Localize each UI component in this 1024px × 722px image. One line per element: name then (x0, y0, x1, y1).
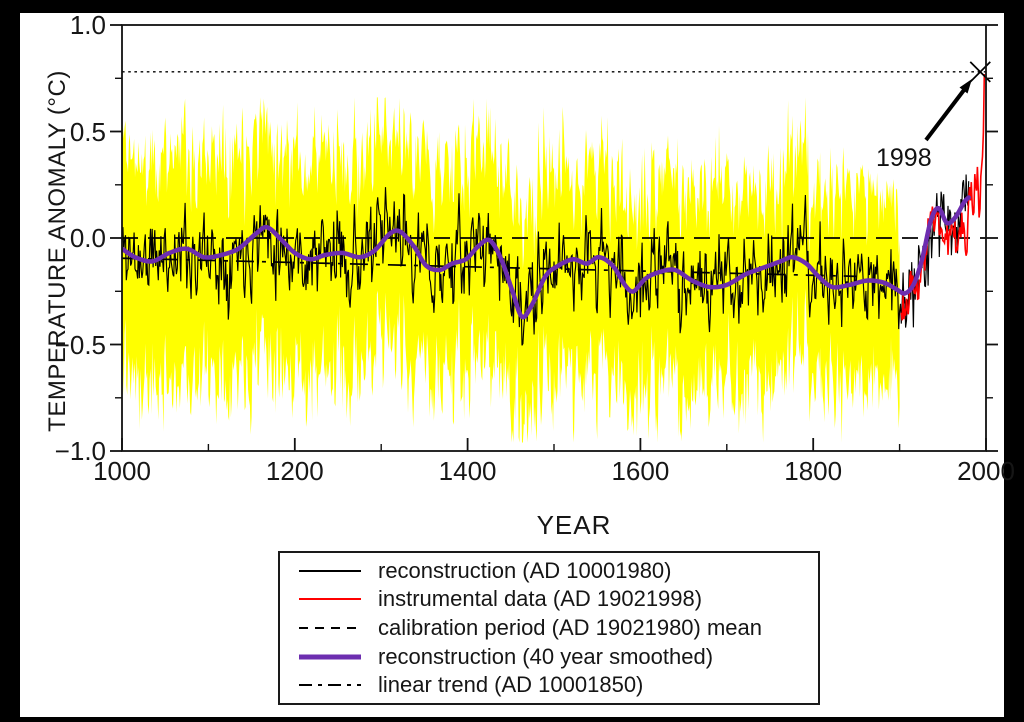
legend-item-label: reconstruction (AD 10001980) (378, 557, 672, 583)
x-tick-label: 2000 (957, 456, 1015, 486)
legend-item: calibration period (AD 19021980) mean (280, 615, 818, 641)
y-tick-label: 0.0 (69, 223, 106, 253)
x-tick-label: 1400 (438, 456, 497, 486)
legend-line-sample (299, 684, 361, 687)
legend-line-sample (299, 654, 361, 660)
x-tick-label: 1800 (784, 456, 843, 486)
legend-item: reconstruction (40 year smoothed) (280, 644, 818, 670)
legend-line-sample (299, 626, 361, 629)
legend-item: instrumental data (AD 19021998) (280, 586, 818, 612)
x-tick-label: 1000 (93, 456, 151, 486)
legend-item-label: linear trend (AD 10001850) (378, 672, 644, 698)
x-tick-label: 1200 (265, 456, 324, 486)
annotation-1998-label: 1998 (876, 144, 932, 172)
plot-panel: TEMPERATURE ANOMALY (°C) YEAR 1998 recon… (20, 10, 1015, 717)
legend: reconstruction (AD 10001980) instrumental… (278, 551, 820, 705)
legend-item: reconstruction (AD 10001980) (280, 558, 818, 584)
x-axis-title: YEAR (536, 510, 612, 540)
y-tick-label: −0.5 (54, 329, 106, 360)
x-tick-label: 1600 (611, 456, 670, 486)
legend-item-label: reconstruction (40 year smoothed) (378, 643, 714, 669)
legend-item-label: instrumental data (AD 19021998) (378, 586, 703, 612)
y-tick-label: −1.0 (54, 436, 106, 466)
y-tick-label: 1.0 (69, 10, 106, 40)
legend-line-sample (299, 598, 361, 601)
legend-item-label: calibration period (AD 19021980) mean (378, 614, 763, 640)
y-tick-label: 0.5 (69, 116, 106, 147)
legend-line-sample (299, 569, 361, 572)
legend-item: linear trend (AD 10001850) (280, 672, 818, 698)
